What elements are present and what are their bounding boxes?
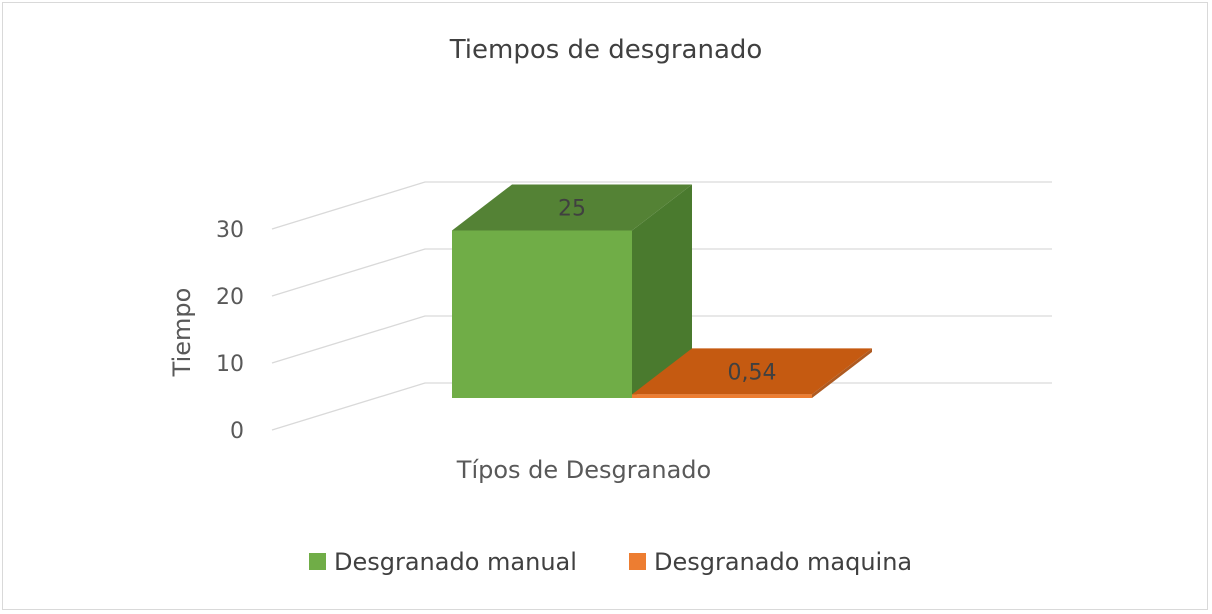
- y-axis-title: Tiempo: [168, 288, 196, 378]
- legend-swatch: [309, 553, 326, 570]
- gridlines: [271, 181, 1052, 431]
- bar-front: [452, 230, 632, 398]
- data-label: 25: [558, 197, 586, 222]
- y-tick-label: 30: [216, 218, 244, 243]
- bar-side: [812, 348, 872, 398]
- data-labels: 250,54: [558, 197, 776, 386]
- legend-swatch: [629, 553, 646, 570]
- gridline: [271, 181, 1052, 230]
- bar-side: [632, 184, 692, 398]
- chart-title: Tiempos de desgranado: [449, 35, 763, 65]
- bar-front: [632, 394, 812, 398]
- legend: Desgranado manual Desgranado maquina: [309, 548, 912, 576]
- gridline: [271, 315, 1052, 364]
- legend-item: Desgranado maquina: [629, 548, 912, 576]
- y-tick-label: 0: [230, 419, 244, 444]
- legend-item: Desgranado manual: [309, 548, 577, 576]
- legend-label: Desgranado maquina: [654, 548, 912, 576]
- legend-label: Desgranado manual: [334, 548, 577, 576]
- bar-top: [632, 348, 872, 395]
- gridline: [271, 382, 1052, 431]
- y-tick-label: 10: [216, 352, 244, 377]
- bar-1: [632, 348, 872, 398]
- y-axis-ticks: 0 10 20 30: [216, 218, 244, 444]
- x-axis-title: Típos de Desgranado: [456, 456, 711, 484]
- y-tick-label: 20: [216, 285, 244, 310]
- bar-0: [452, 184, 692, 398]
- gridline: [271, 248, 1052, 297]
- bars: [452, 184, 872, 398]
- data-label: 0,54: [728, 360, 777, 385]
- bar-top: [452, 184, 692, 231]
